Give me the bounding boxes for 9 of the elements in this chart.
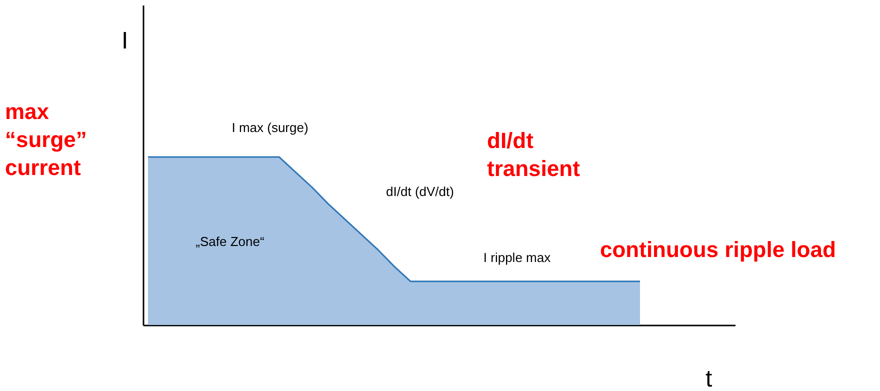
x-axis-title: t	[706, 366, 712, 391]
annotation: „Safe Zone“	[196, 234, 264, 249]
annotation: I ripple max	[483, 250, 552, 265]
annotation: dI/dt transient	[487, 128, 581, 181]
annotation: continuous ripple load	[600, 237, 836, 262]
text: max “surge” current	[5, 99, 87, 180]
annotation: dI/dt (dV/dt)	[386, 184, 454, 199]
y-axis-title: I	[122, 28, 128, 54]
text: I max (surge)	[232, 120, 308, 135]
